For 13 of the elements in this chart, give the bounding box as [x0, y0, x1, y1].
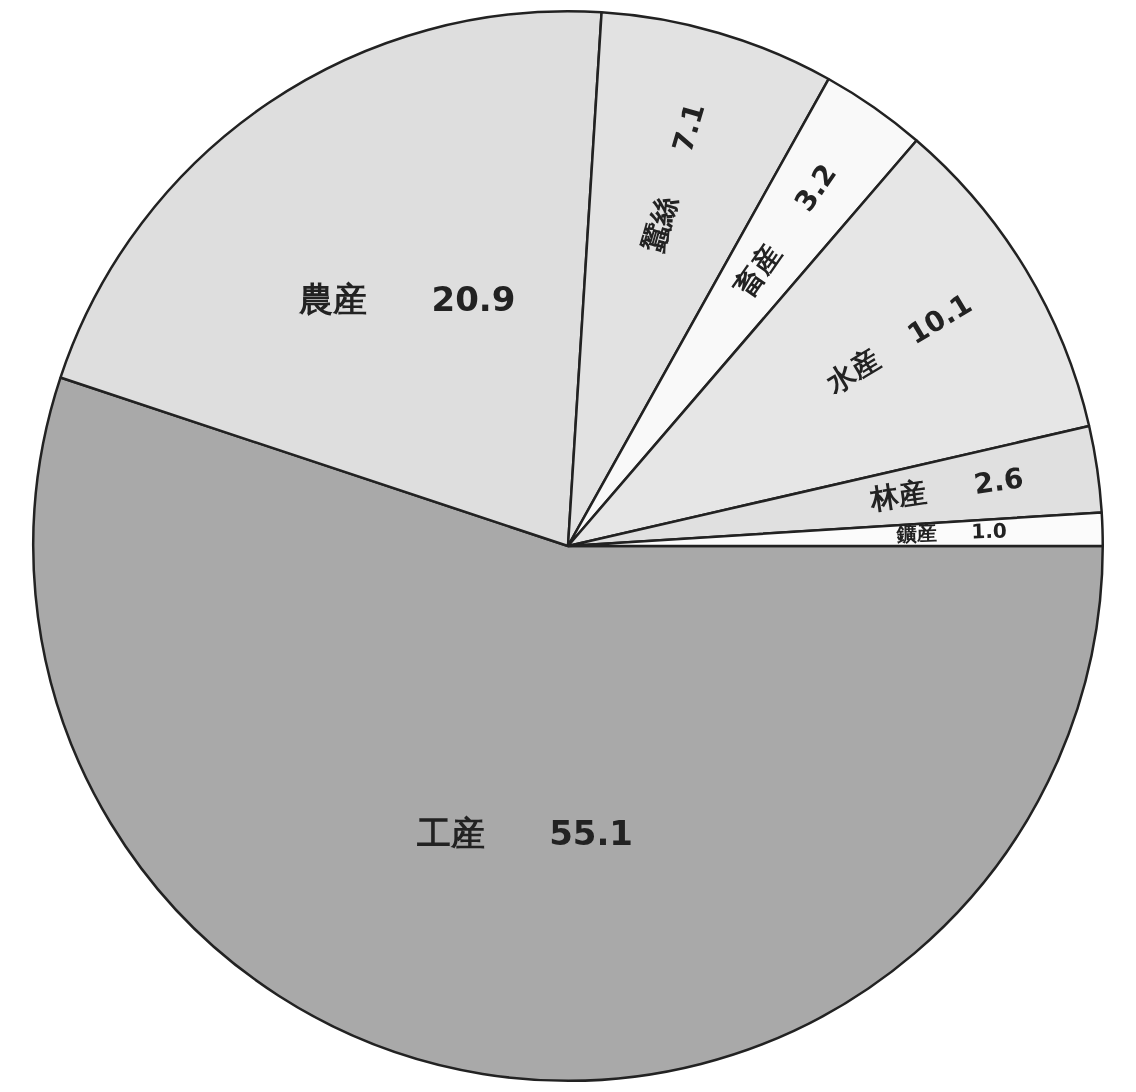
data-label: 2.6 — [971, 461, 1026, 501]
slice-label: 工産 — [416, 813, 486, 854]
data-label: 7.1 — [665, 99, 712, 157]
slice-label: 農産 — [298, 279, 368, 320]
data-label: 3.2 — [787, 157, 844, 218]
data-label: 20.9 — [431, 279, 516, 320]
data-label: 1.0 — [970, 518, 1008, 544]
slice-label: 畜産 — [727, 237, 788, 304]
data-label: 55.1 — [549, 813, 634, 854]
slice-label: 水産 — [819, 342, 886, 401]
slice-label: 林産 — [867, 475, 929, 517]
slice-label: 蠶絲 — [636, 191, 685, 256]
slice-label: 鑛産 — [895, 520, 937, 546]
